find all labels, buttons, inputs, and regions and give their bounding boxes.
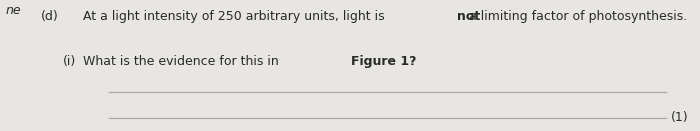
Text: (1): (1): [671, 111, 688, 124]
Text: a limiting factor of photosynthesis.: a limiting factor of photosynthesis.: [465, 10, 687, 23]
Text: (d): (d): [41, 10, 58, 23]
Text: At a light intensity of 250 arbitrary units, light is: At a light intensity of 250 arbitrary un…: [83, 10, 388, 23]
Text: ne: ne: [6, 4, 21, 17]
Text: What is the evidence for this in: What is the evidence for this in: [83, 55, 282, 68]
Text: not: not: [457, 10, 480, 23]
Text: (i): (i): [63, 55, 76, 68]
Text: Figure 1?: Figure 1?: [351, 55, 416, 68]
